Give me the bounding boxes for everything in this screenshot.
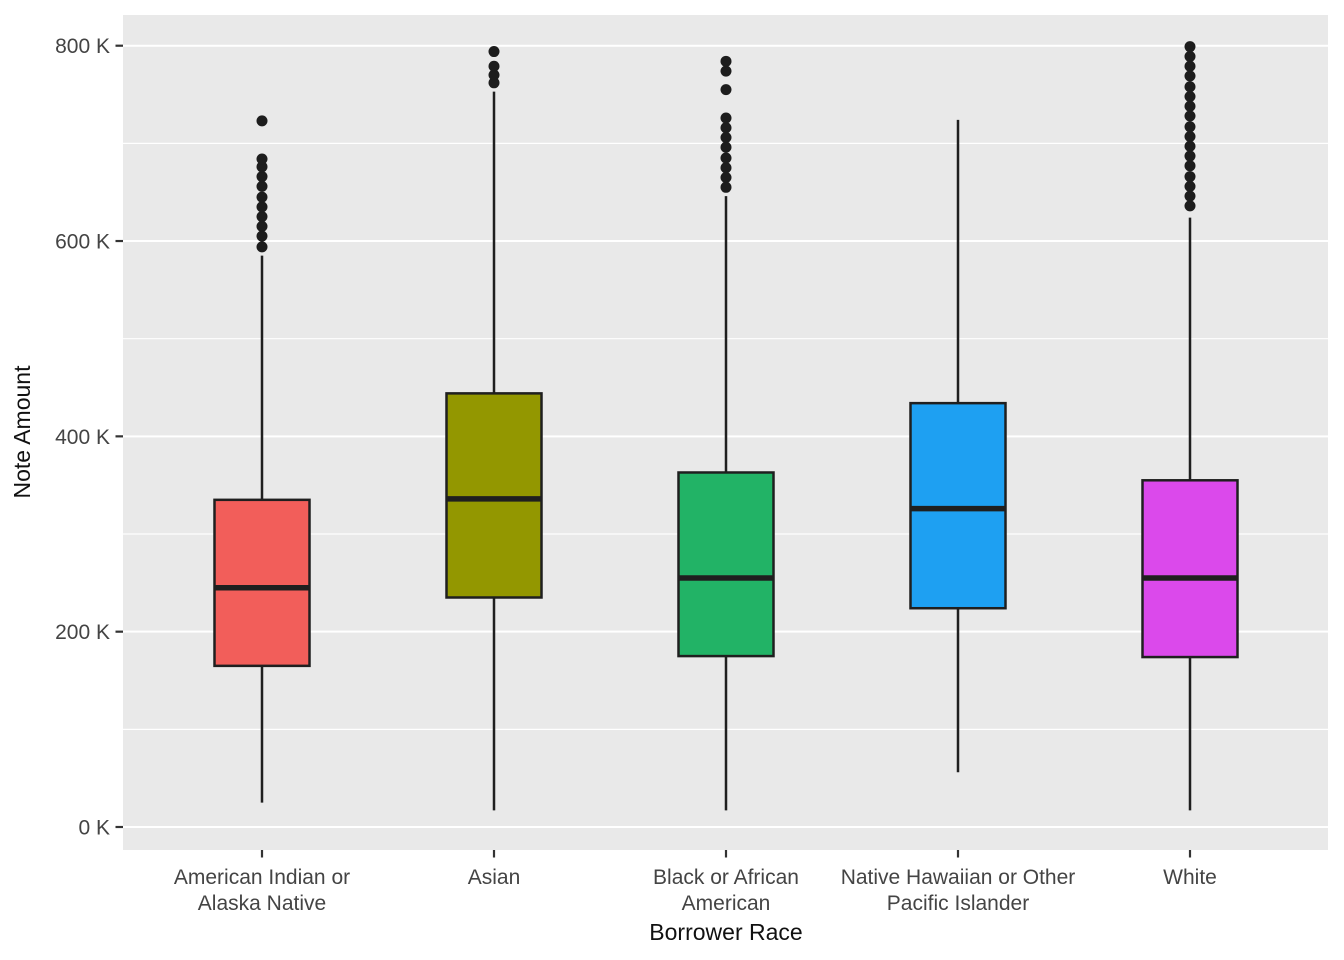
outlier-point	[720, 172, 732, 184]
boxplot-white	[1141, 41, 1239, 811]
outlier-point	[488, 69, 500, 81]
outlier-point	[720, 181, 732, 193]
iqr-box	[445, 392, 543, 599]
outlier-point	[720, 112, 732, 124]
boxplot-american-indian-or-alaska-native	[213, 115, 311, 803]
boxplot-native-hawaiian-or-other-pacific-islander	[909, 119, 1007, 773]
outlier-point	[1184, 150, 1196, 162]
x-tick-label-native-hawaiian-or-other-pacific-islander: Pacific Islander	[887, 892, 1029, 915]
iqr-box	[677, 471, 775, 658]
x-tick-label-native-hawaiian-or-other-pacific-islander: Native Hawaiian or Other	[841, 866, 1076, 889]
outlier-point	[720, 122, 732, 134]
outlier-point	[488, 46, 500, 58]
outlier-point	[1184, 180, 1196, 192]
outlier-point	[720, 84, 732, 96]
outlier-point	[1184, 100, 1196, 112]
outlier-point	[720, 55, 732, 67]
outlier-point	[256, 201, 268, 213]
y-tick-label-800: 800 K	[55, 35, 110, 58]
x-axis-title: Borrower Race	[649, 919, 802, 945]
outlier-point	[488, 77, 500, 89]
outlier-point	[1184, 160, 1196, 172]
outlier-point	[1184, 171, 1196, 183]
x-tick-label-black-or-african-american: Black or African	[653, 866, 799, 889]
axis-layer: 0 K 200 K 400 K 600 K 800 K American Indian o…	[55, 35, 1217, 915]
outlier-point	[256, 230, 268, 242]
outlier-point	[1184, 90, 1196, 102]
outlier-point	[256, 191, 268, 203]
outlier-point	[1184, 110, 1196, 122]
outlier-point	[1184, 81, 1196, 93]
y-axis-title: Note Amount	[9, 365, 35, 499]
outlier-point	[1184, 50, 1196, 62]
boxplot-black-or-african-american	[677, 55, 775, 811]
x-tick-label-black-or-african-american: American	[682, 892, 771, 915]
outlier-point	[256, 171, 268, 183]
outlier-point	[256, 180, 268, 192]
outlier-point	[256, 161, 268, 173]
x-tick-label-american-indian-or-alaska-native: American Indian or	[174, 866, 350, 889]
boxplot-marks-layer	[213, 41, 1239, 811]
outlier-point	[720, 162, 732, 174]
outlier-point	[1184, 140, 1196, 152]
iqr-box	[1141, 479, 1239, 659]
outlier-point	[1184, 60, 1196, 72]
boxplot-asian	[445, 46, 543, 811]
outlier-point	[256, 153, 268, 165]
iqr-box	[213, 498, 311, 668]
outlier-point	[256, 115, 268, 127]
outlier-point	[1184, 70, 1196, 82]
outlier-point	[488, 60, 500, 72]
outlier-point	[720, 152, 732, 164]
outlier-point	[256, 220, 268, 232]
outlier-point	[1184, 41, 1196, 53]
y-tick-label-400: 400 K	[55, 426, 110, 449]
x-tick-label-white: White	[1163, 866, 1217, 889]
x-tick-label-american-indian-or-alaska-native: Alaska Native	[198, 892, 326, 915]
outlier-point	[1184, 200, 1196, 212]
outlier-point	[256, 241, 268, 253]
y-tick-label-200: 200 K	[55, 621, 110, 644]
outlier-point	[720, 65, 732, 77]
x-tick-label-asian: Asian	[468, 866, 521, 889]
outlier-point	[1184, 121, 1196, 133]
outlier-point	[256, 211, 268, 223]
y-tick-label-600: 600 K	[55, 231, 110, 254]
iqr-box	[909, 401, 1007, 610]
outlier-point	[1184, 131, 1196, 143]
y-tick-label-0: 0 K	[78, 817, 110, 840]
outlier-point	[720, 132, 732, 144]
outlier-point	[1184, 190, 1196, 202]
outlier-point	[720, 141, 732, 153]
